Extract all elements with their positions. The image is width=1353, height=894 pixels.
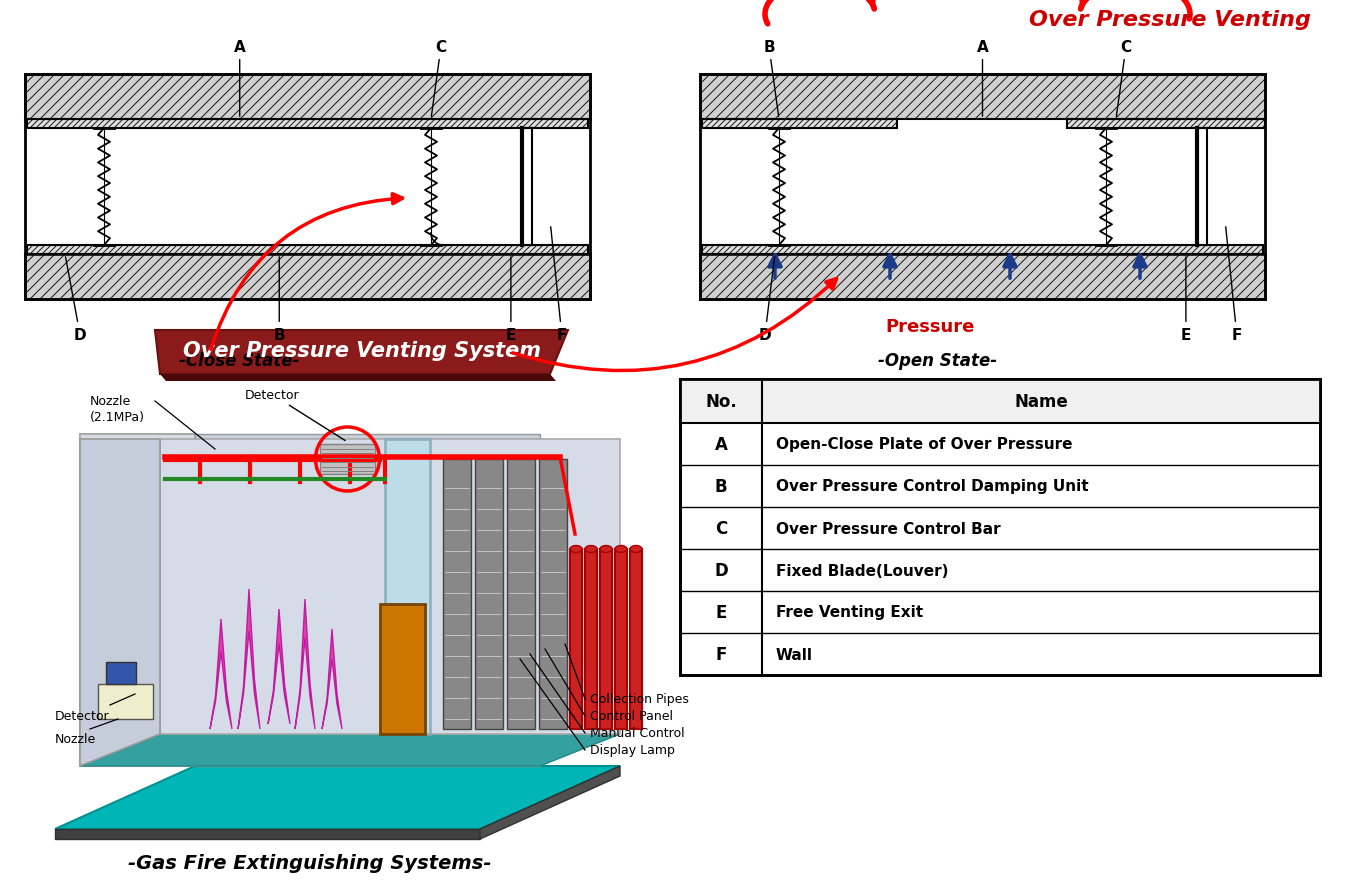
Text: C: C (432, 40, 446, 117)
Polygon shape (480, 766, 620, 839)
Ellipse shape (599, 546, 612, 552)
Bar (507, 460, 534, 730)
Text: Nozzle: Nozzle (55, 732, 96, 746)
Bar (700, 255, 1265, 299)
Bar (599, 550, 612, 730)
Text: D: D (759, 257, 775, 342)
Text: Pressure: Pressure (885, 317, 974, 335)
Bar (27, 246, 589, 255)
Text: Fixed Blade(Louver): Fixed Blade(Louver) (777, 563, 948, 578)
Text: Over Pressure Control Damping Unit: Over Pressure Control Damping Unit (777, 479, 1089, 494)
Text: A: A (977, 40, 989, 117)
Text: D: D (65, 257, 87, 342)
Polygon shape (80, 434, 195, 766)
Text: A: A (234, 40, 246, 117)
Polygon shape (55, 829, 480, 839)
Polygon shape (210, 620, 231, 730)
Polygon shape (268, 610, 290, 724)
Bar (702, 246, 1262, 255)
Bar (24, 75, 590, 120)
Text: Name: Name (1015, 392, 1068, 410)
Polygon shape (156, 331, 568, 375)
Bar (570, 550, 582, 730)
Text: E: E (1181, 257, 1191, 342)
Ellipse shape (616, 546, 626, 552)
Text: Detector: Detector (55, 709, 110, 722)
Polygon shape (295, 599, 315, 730)
Bar (97, 684, 153, 719)
Polygon shape (386, 440, 430, 734)
Text: B: B (273, 257, 285, 342)
Text: Over Pressure Venting: Over Pressure Venting (1030, 10, 1311, 30)
Polygon shape (238, 589, 260, 730)
Text: E: E (506, 257, 515, 342)
Bar (700, 120, 1265, 255)
Polygon shape (160, 375, 556, 382)
Text: C: C (714, 519, 727, 537)
Bar (1068, 120, 1265, 129)
Bar (475, 460, 503, 730)
Polygon shape (160, 440, 620, 734)
Text: E: E (716, 603, 727, 621)
Text: Nozzle
(2.1MPa): Nozzle (2.1MPa) (91, 394, 145, 424)
Bar (681, 380, 1321, 675)
Bar (538, 460, 567, 730)
Bar (24, 255, 590, 299)
Polygon shape (322, 629, 342, 730)
Text: B: B (714, 477, 728, 495)
Text: Over Pressure Control Bar: Over Pressure Control Bar (777, 521, 1001, 536)
Text: Free Venting Exit: Free Venting Exit (777, 605, 923, 620)
Polygon shape (80, 440, 160, 766)
Bar (27, 120, 589, 129)
Text: D: D (714, 561, 728, 579)
Text: F: F (1226, 227, 1242, 342)
Ellipse shape (584, 546, 597, 552)
Bar (681, 380, 1321, 424)
Text: -Close State-: -Close State- (180, 351, 300, 369)
Text: Display Lamp: Display Lamp (590, 744, 675, 756)
Text: Manual Control: Manual Control (590, 727, 685, 739)
Ellipse shape (630, 546, 643, 552)
Text: Over Pressure Venting System: Over Pressure Venting System (183, 341, 541, 360)
Text: Wall: Wall (777, 646, 813, 662)
Text: A: A (714, 435, 728, 453)
Bar (584, 550, 597, 730)
Polygon shape (195, 434, 540, 766)
Text: -Open State-: -Open State- (878, 351, 997, 369)
Text: Collection Pipes: Collection Pipes (590, 693, 689, 705)
Bar (702, 120, 897, 129)
Text: F: F (551, 227, 567, 342)
Bar (106, 662, 137, 684)
Text: F: F (716, 645, 727, 663)
Text: Control Panel: Control Panel (590, 710, 672, 722)
Text: Open-Close Plate of Over Pressure: Open-Close Plate of Over Pressure (777, 437, 1073, 452)
Bar (380, 604, 425, 734)
Bar (700, 75, 1265, 120)
Polygon shape (55, 766, 620, 829)
Text: No.: No. (705, 392, 737, 410)
Polygon shape (80, 734, 620, 766)
Text: -Gas Fire Extinguishing Systems-: -Gas Fire Extinguishing Systems- (129, 853, 491, 872)
Bar (616, 550, 626, 730)
Text: B: B (763, 40, 778, 117)
Bar (24, 120, 590, 255)
Bar (321, 444, 375, 475)
Text: Detector: Detector (245, 389, 345, 441)
Ellipse shape (570, 546, 582, 552)
Bar (442, 460, 471, 730)
Bar (630, 550, 643, 730)
Text: C: C (1116, 40, 1131, 117)
